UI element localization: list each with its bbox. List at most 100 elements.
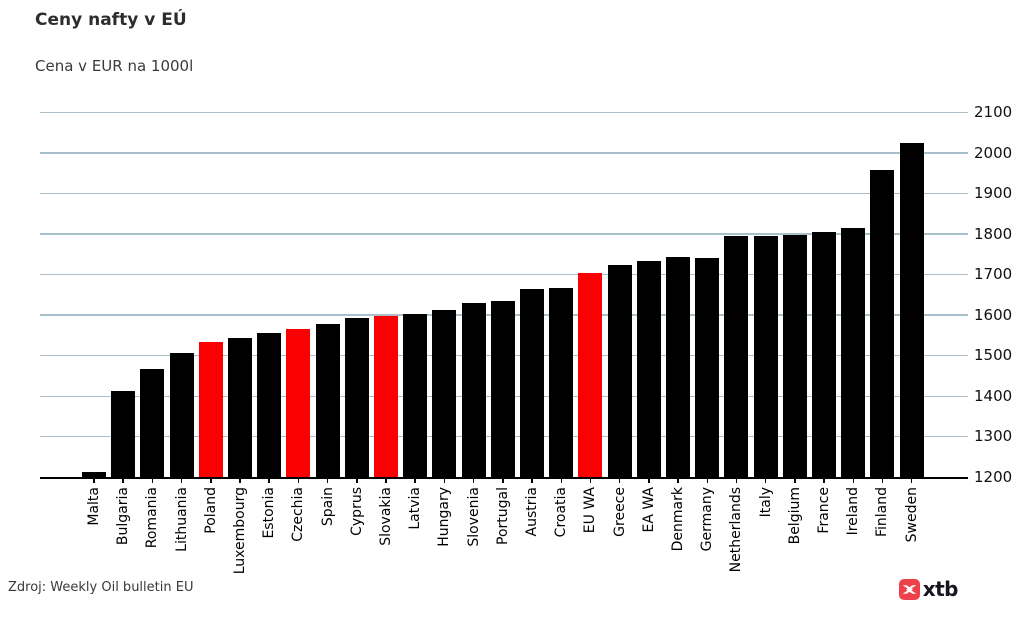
bar-ireland [841, 227, 866, 477]
chart-subtitle: Cena v EUR na 1000l [35, 57, 194, 75]
x-col-greece: Greece [608, 479, 632, 591]
bars-group [82, 112, 924, 477]
x-label-france: France [816, 487, 833, 534]
x-label-ea-wa: EA WA [640, 487, 657, 533]
x-col-estonia: Estonia [257, 479, 281, 591]
x-tick-slovenia [472, 479, 475, 483]
bar-sweden [899, 142, 924, 477]
x-col-belgium: Belgium [783, 479, 807, 591]
bar-finland [870, 169, 895, 477]
bar-slovakia [374, 315, 399, 477]
x-label-slovenia: Slovenia [465, 487, 482, 547]
x-label-estonia: Estonia [261, 487, 278, 539]
y-tick-label-1400: 1400 [974, 386, 1012, 405]
x-tick-luxembourg [239, 479, 241, 483]
x-label-malta: Malta [86, 487, 102, 526]
bar-romania [140, 369, 165, 477]
gridline-2100 [40, 111, 968, 113]
x-tick-france [823, 479, 825, 483]
x-col-denmark: Denmark [666, 479, 690, 591]
x-label-cyprus: Cyprus [348, 487, 365, 536]
y-tick-label-1600: 1600 [974, 305, 1012, 324]
bar-bulgaria [111, 391, 136, 477]
x-col-france: France [812, 479, 836, 591]
x-col-sweden: Sweden [900, 479, 924, 591]
y-tick-label-2000: 2000 [974, 143, 1012, 162]
bar-greece [607, 265, 632, 477]
x-col-romania: Romania [140, 479, 164, 591]
x-col-croatia: Croatia [549, 479, 573, 591]
source-note: Zdroj: Weekly Oil bulletin EU [8, 580, 194, 595]
bar-poland [198, 342, 223, 477]
bar-netherlands [724, 235, 749, 477]
x-col-finland: Finland [870, 479, 894, 591]
x-tick-czechia [297, 479, 300, 483]
xtb-logo-text: xtb [922, 577, 959, 601]
x-label-eu-wa: EU WA [582, 487, 599, 534]
x-label-latvia: Latvia [407, 487, 424, 530]
x-col-lithuania: Lithuania [170, 479, 194, 591]
x-label-ireland: Ireland [845, 487, 862, 536]
bar-croatia [549, 287, 574, 477]
gridline-1900 [40, 192, 968, 195]
x-tick-poland [210, 479, 212, 483]
x-tick-eu-wa [589, 479, 592, 483]
bar-luxembourg [228, 338, 253, 477]
x-tick-bulgaria [122, 479, 124, 483]
x-col-spain: Spain [316, 479, 340, 591]
x-tick-latvia [414, 479, 416, 483]
bar-austria [520, 289, 545, 477]
x-label-bulgaria: Bulgaria [115, 487, 132, 546]
bar-lithuania [169, 352, 194, 477]
x-tick-finland [881, 479, 884, 483]
x-label-luxembourg: Luxembourg [232, 487, 249, 575]
gridline-1800 [40, 233, 968, 235]
bar-cyprus [344, 318, 369, 477]
x-col-hungary: Hungary [432, 479, 456, 591]
x-col-italy: Italy [754, 479, 778, 591]
bar-spain [315, 323, 340, 477]
y-axis-labels: 1200 1300 1400 1500 1600 1700 1800 1900 2000 2100 [974, 103, 1012, 486]
x-tick-italy [764, 479, 767, 483]
x-col-malta: Malta [82, 479, 106, 591]
y-tick-label-1900: 1900 [974, 184, 1012, 203]
xtb-logo-icon [898, 578, 920, 600]
bar-estonia [257, 333, 282, 477]
x-label-finland: Finland [874, 487, 891, 538]
y-tick-label-1500: 1500 [974, 346, 1012, 365]
x-label-austria: Austria [524, 487, 541, 537]
x-tick-sweden [910, 479, 913, 483]
x-label-greece: Greece [611, 487, 628, 537]
x-label-denmark: Denmark [670, 487, 687, 552]
x-tick-estonia [268, 479, 270, 483]
gridline-2000 [40, 152, 968, 154]
x-tick-netherlands [735, 479, 738, 483]
x-col-slovenia: Slovenia [462, 479, 486, 591]
x-col-bulgaria: Bulgaria [111, 479, 135, 591]
x-tick-hungary [443, 479, 446, 483]
x-col-slovakia: Slovakia [374, 479, 398, 591]
x-col-ea-wa: EA WA [637, 479, 661, 591]
xtb-logo: xtb [898, 577, 959, 601]
x-tick-germany [706, 479, 709, 483]
bar-germany [695, 258, 720, 477]
x-label-slovakia: Slovakia [378, 487, 395, 546]
x-col-germany: Germany [695, 479, 719, 591]
x-col-latvia: Latvia [403, 479, 427, 591]
x-tick-malta [93, 479, 95, 483]
x-label-hungary: Hungary [436, 487, 453, 547]
x-label-poland: Poland [202, 487, 219, 534]
x-tick-austria [531, 479, 533, 483]
bar-eu-wa [578, 272, 603, 477]
bar-slovenia [461, 303, 486, 477]
x-tick-cyprus [356, 479, 358, 483]
x-label-italy: Italy [757, 487, 774, 518]
y-tick-label-1800: 1800 [974, 224, 1012, 243]
x-label-portugal: Portugal [494, 487, 511, 545]
x-col-netherlands: Netherlands [724, 479, 748, 591]
x-tick-ireland [852, 479, 855, 483]
x-tick-belgium [794, 479, 796, 483]
x-tick-slovakia [385, 479, 387, 483]
x-label-germany: Germany [699, 487, 716, 552]
